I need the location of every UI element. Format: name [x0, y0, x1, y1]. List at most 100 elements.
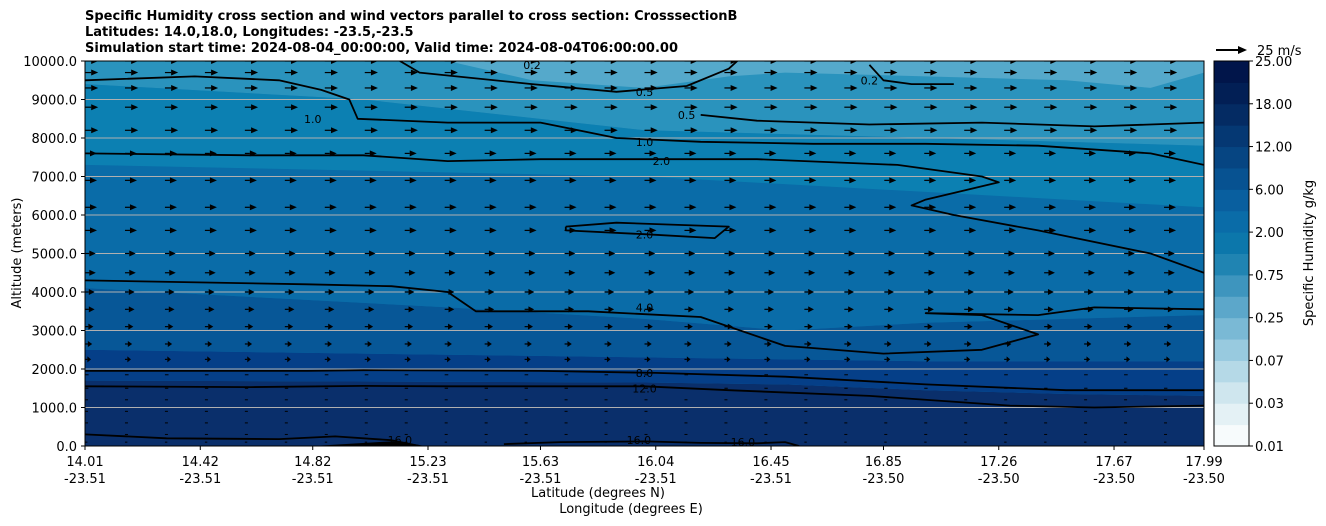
- wind-vector: [444, 306, 455, 313]
- wind-vector: [244, 306, 255, 313]
- wind-vector: [85, 84, 99, 91]
- wind-vector: [1204, 289, 1214, 295]
- y-tick-label: 2000.0: [32, 363, 78, 378]
- wind-vector: [1044, 340, 1052, 347]
- contour-line-1.0: [85, 75, 1204, 166]
- wind-vector: [244, 323, 254, 330]
- wind-vector: [1084, 204, 1097, 211]
- wind-vector: [564, 269, 576, 276]
- x-tick-label-lon: -23.51: [635, 472, 677, 487]
- wind-vector: [1124, 323, 1133, 330]
- wind-vector: [964, 323, 973, 330]
- wind-vector: [1124, 227, 1137, 234]
- wind-vector: [1124, 177, 1137, 184]
- wind-vector: [564, 177, 577, 184]
- colorbar-tick-label: 2.00: [1255, 226, 1284, 241]
- wind-vector: [524, 250, 536, 257]
- wind-vector: [604, 150, 617, 157]
- wind-vector: [164, 104, 179, 111]
- wind-vector: [1004, 306, 1014, 313]
- wind-vector: [204, 104, 219, 111]
- wind-vector: [1164, 356, 1171, 363]
- wind-vector: [844, 84, 858, 91]
- wind-vector: [964, 150, 977, 157]
- wind-vector: [844, 227, 857, 234]
- wind-vector: [524, 269, 536, 276]
- wind-vector: [884, 306, 894, 313]
- wind-vector: [124, 340, 133, 347]
- wind-vector: [724, 150, 737, 157]
- contour-label: 1.0: [304, 113, 322, 126]
- wind-vector: [124, 306, 135, 313]
- y-tick-label: 1000.0: [32, 402, 78, 417]
- x-tick-label-lat: 14.82: [294, 455, 331, 470]
- wind-vector: [884, 104, 898, 111]
- wind-vector: [124, 61, 139, 64]
- x-axis-label-latitude: Latitude (degrees N): [531, 486, 665, 501]
- wind-vector: [724, 289, 735, 295]
- contour-label: 16.0: [731, 436, 756, 449]
- wind-vector: [924, 84, 938, 91]
- x-tick-label-lat: 15.63: [522, 455, 559, 470]
- y-tick-label: 9000.0: [32, 94, 78, 109]
- wind-vector: [284, 177, 297, 184]
- y-tick-label: 7000.0: [32, 171, 78, 186]
- colorbar-segment: [1214, 424, 1249, 447]
- terrain: [312, 441, 426, 446]
- wind-vector: [484, 269, 496, 276]
- wind-vector: [884, 150, 897, 157]
- contour-line-16.0: [85, 433, 420, 446]
- wind-vector: [764, 356, 771, 363]
- wind-vector: [644, 250, 656, 257]
- wind-vector: [844, 104, 858, 111]
- wind-vector: [524, 127, 538, 134]
- wind-vector: [164, 306, 175, 313]
- x-tick-label-lon: -23.50: [863, 472, 905, 487]
- wind-vector: [244, 150, 257, 157]
- wind-vector: [244, 69, 259, 76]
- wind-vector: [1164, 323, 1173, 330]
- wind-vector: [1004, 127, 1018, 134]
- wind-vector: [324, 84, 338, 91]
- wind-vector: [444, 61, 458, 64]
- colorbar-segment: [1214, 210, 1249, 233]
- wind-vector: [204, 84, 219, 91]
- wind-vector: [324, 356, 331, 363]
- wind-vector: [764, 204, 777, 211]
- wind-vector: [85, 69, 99, 76]
- y-tick-label: 3000.0: [32, 325, 78, 340]
- wind-vector: [484, 340, 492, 347]
- wind-vector: [684, 227, 697, 234]
- wind-vector: [324, 340, 332, 347]
- wind-vector: [244, 177, 257, 184]
- wind-vector: [1004, 250, 1015, 257]
- wind-vector: [804, 250, 816, 257]
- y-tick-label: 4000.0: [32, 286, 78, 301]
- wind-vector: [1004, 227, 1017, 234]
- wind-vector: [85, 177, 97, 184]
- wind-vector: [764, 127, 778, 134]
- x-tick-label-lat: 17.99: [1185, 455, 1222, 470]
- wind-vector: [1084, 323, 1093, 330]
- wind-vector: [684, 61, 698, 64]
- wind-vector: [1204, 306, 1214, 312]
- wind-vector: [244, 227, 257, 234]
- wind-vector: [724, 84, 738, 91]
- wind-vector: [604, 269, 616, 276]
- wind-vector: [1084, 356, 1091, 363]
- wind-vector: [1084, 61, 1098, 64]
- wind-vector: [1044, 84, 1058, 91]
- wind-vector: [804, 150, 817, 157]
- wind-vector: [1004, 356, 1011, 363]
- wind-vector: [644, 356, 651, 363]
- wind-vector: [1124, 250, 1135, 257]
- wind-vector: [1164, 269, 1175, 276]
- wind-vector: [484, 69, 498, 76]
- wind-vector: [684, 340, 692, 347]
- wind-vector: [804, 227, 817, 234]
- colorbar-tick-label: 0.07: [1255, 354, 1284, 369]
- wind-vector: [844, 150, 857, 157]
- wind-vector: [884, 269, 896, 276]
- wind-vector: [444, 323, 454, 330]
